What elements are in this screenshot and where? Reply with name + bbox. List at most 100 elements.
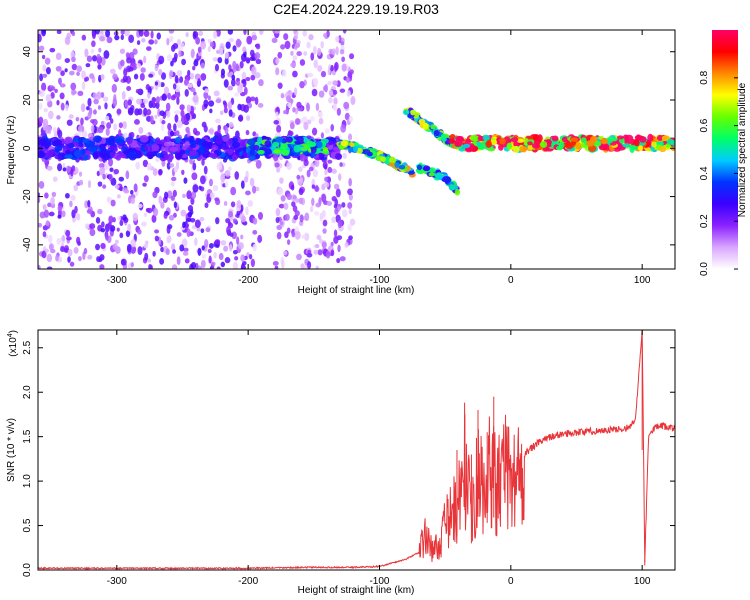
spectrogram-cell <box>304 232 310 242</box>
spectrogram-cell <box>275 111 279 118</box>
spectrogram-cell <box>145 84 151 91</box>
snr-scale-label: (x104) <box>7 330 19 357</box>
spectrogram-cell <box>65 104 69 112</box>
spectrogram-cell <box>539 140 548 148</box>
spectrogram-cell <box>258 212 263 220</box>
spectrogram-cell <box>314 244 320 249</box>
spectrogram-cell <box>86 141 95 146</box>
spectrogram-cell <box>60 235 66 244</box>
spectrogram-cell <box>321 241 327 249</box>
spectrogram-cell <box>87 180 92 189</box>
x-tick-label: -300 <box>107 275 127 286</box>
spectrogram-cell <box>61 210 66 218</box>
snr-series-line <box>38 330 675 570</box>
spectrogram-cell <box>257 149 266 155</box>
spectrogram-cell <box>428 172 435 177</box>
spectrogram-cell <box>70 168 74 177</box>
spectrogram-cell <box>118 176 125 182</box>
spectrogram-cell <box>208 100 215 107</box>
spectrogram-cell <box>311 88 318 97</box>
spectrogram-cell <box>147 92 151 99</box>
spectrogram-cell <box>89 73 95 80</box>
spectrogram-cell <box>462 143 471 148</box>
spectrogram-cell <box>341 209 348 218</box>
spectrogram-cell <box>158 169 163 176</box>
spectrogram-cell <box>192 65 196 71</box>
spectrogram-cell <box>280 195 286 202</box>
spectrogram-cell <box>422 122 429 130</box>
spectrogram-cell <box>296 253 302 261</box>
spectrogram-cell <box>294 210 300 217</box>
spectrogram-cell <box>340 140 348 147</box>
spectrogram-cell <box>657 134 664 141</box>
spectrogram-cell <box>651 141 657 148</box>
spectrogram-cell <box>66 236 72 241</box>
spectrogram-cell <box>41 250 47 259</box>
spectrogram-cell <box>204 239 209 249</box>
spectrogram-cell <box>180 209 187 217</box>
spectrogram-cell <box>175 130 180 136</box>
spectrogram-cell <box>192 94 199 103</box>
spectrogram-cell <box>48 234 53 244</box>
spectrogram-cell <box>310 52 315 61</box>
spectrogram-cell <box>225 41 231 49</box>
spectrogram-cell <box>325 250 331 259</box>
spectrogram-cell <box>146 162 152 171</box>
spectrogram-cell <box>324 128 330 134</box>
spectrogram-cell <box>155 153 164 158</box>
spectrogram-cell <box>185 217 192 222</box>
spectrogram-cell <box>127 99 132 106</box>
spectrogram-cell <box>220 145 230 151</box>
spectrogram-cell <box>49 47 56 53</box>
spectrogram-cell <box>252 217 258 225</box>
spectrogram-cell <box>207 45 211 53</box>
spectrogram-cell <box>238 114 244 122</box>
spectrogram-cell <box>143 30 150 38</box>
spectrogram-cell <box>192 113 197 120</box>
y-tick-label: 40 <box>22 46 33 58</box>
spectrogram-cell <box>231 141 241 149</box>
spectrogram-cell <box>327 80 332 86</box>
spectrogram-cell <box>134 119 140 125</box>
spectrogram-cell <box>283 250 288 256</box>
spectrogram-cell <box>44 57 51 65</box>
spectrogram-cell <box>228 166 232 172</box>
spectrogram-cell <box>160 122 165 132</box>
spectrogram-cell <box>334 63 338 72</box>
spectrogram-cell <box>100 121 105 126</box>
spectrogram-cell <box>124 30 130 37</box>
spectrogram-cell <box>388 162 395 167</box>
spectrogram-cell <box>318 90 325 98</box>
spectrogram-cell <box>633 138 640 147</box>
spectrogram-cell <box>348 193 353 201</box>
spectrogram-cell <box>237 103 242 111</box>
spectrogram-cell <box>322 146 329 152</box>
y-tick-label: 1.5 <box>22 429 33 443</box>
spectrogram-cell <box>345 76 351 83</box>
spectrogram-cell <box>298 188 304 196</box>
spectrogram-cell <box>114 34 120 41</box>
spectrogram-cell <box>115 138 124 144</box>
spectrogram-cell <box>133 73 139 80</box>
spectrogram-cell <box>184 88 189 97</box>
spectrogram-cell <box>380 156 386 162</box>
x-tick-label: -200 <box>238 275 258 286</box>
spectrogram-cell <box>296 51 302 57</box>
spectrogram-cell <box>281 260 285 269</box>
spectrogram-cell <box>600 143 609 148</box>
spectrogram-cell <box>331 196 337 202</box>
spectrogram-cell <box>104 115 110 121</box>
spectrogram-cell <box>97 181 103 187</box>
colorbar: 0.0 0.2 0.4 0.6 0.8 Normalized spectral ampl… <box>699 30 748 276</box>
spectrogram-cell <box>241 79 246 84</box>
spectrogram-cell <box>156 32 161 40</box>
spectrogram-cell <box>239 82 244 89</box>
spectrogram-cell <box>243 86 248 95</box>
spectrogram-cell <box>243 104 249 113</box>
spectrogram-cell <box>254 96 259 105</box>
spectrogram-cell <box>241 71 247 81</box>
spectrogram-cell <box>308 34 314 41</box>
spectrogram-cell <box>161 93 167 101</box>
spectrogram-cell <box>45 67 51 75</box>
spectrogram-cell <box>298 197 304 205</box>
